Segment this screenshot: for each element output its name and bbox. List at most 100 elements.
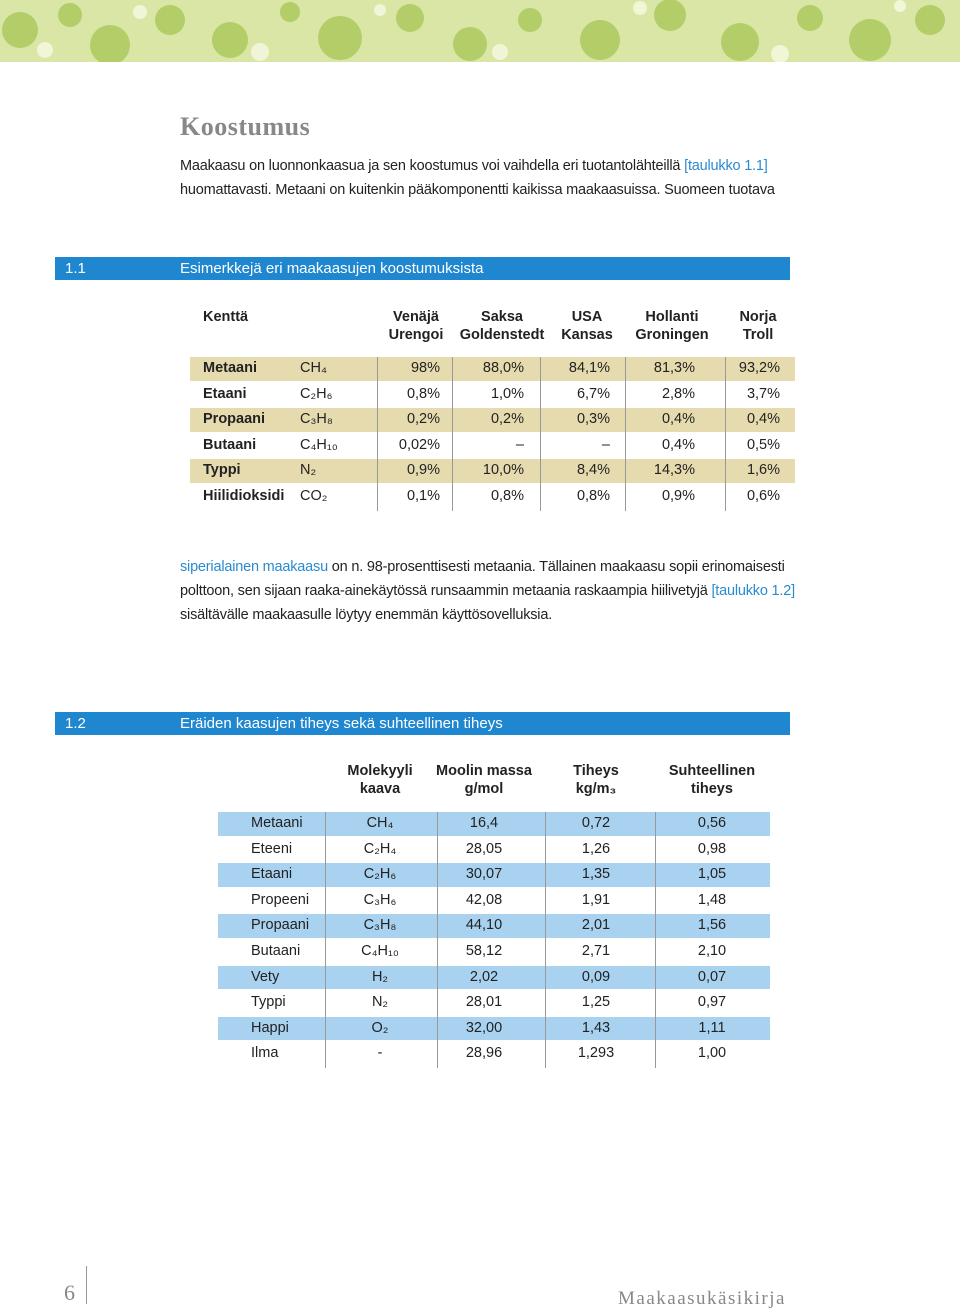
formula: C₂H₆: [300, 385, 333, 402]
row-label: Propaani: [251, 917, 310, 934]
cell: 0,8%: [576, 488, 610, 504]
column-rule: [545, 812, 546, 1068]
column-header: Norja: [739, 309, 777, 325]
column-header: Tiheys: [573, 763, 619, 779]
column-header: kaava: [359, 781, 401, 797]
column-header: USA: [571, 309, 603, 325]
link[interactable]: [taulukko 1.1]: [684, 158, 768, 174]
footer-rule: [86, 1266, 87, 1304]
cell: 0,9%: [406, 462, 440, 479]
column-rule: [377, 357, 378, 511]
cell: 1,0%: [490, 385, 524, 402]
formula: C₃H₈: [300, 411, 333, 428]
column-rule: [437, 812, 438, 1068]
cell: 0,8%: [406, 385, 440, 402]
column-rule: [655, 812, 656, 1068]
cell: C₄H₁₀: [361, 943, 399, 959]
caption-title: Eräiden kaasujen tiheys sekä suhteelline…: [180, 715, 503, 732]
cell: 98%: [410, 360, 440, 376]
cell: N₂: [371, 994, 389, 1011]
cell: 1,293: [577, 1045, 615, 1062]
cell: 93,2%: [738, 360, 780, 376]
cell: 0,4%: [746, 411, 780, 428]
row-label: Etaani: [203, 385, 247, 402]
cell: H₂: [371, 968, 389, 985]
text: Maakaasu on luonnonkaasua ja sen koostum…: [180, 158, 685, 174]
cell: 1,35: [581, 866, 611, 883]
cell: 2,01: [581, 917, 611, 934]
cell: 2,71: [581, 943, 611, 959]
formula: N₂: [300, 462, 317, 479]
cell: 2,02: [469, 968, 499, 985]
cell: 30,07: [465, 866, 503, 883]
row-label: Etaani: [251, 866, 293, 883]
cell: 1,11: [698, 1019, 726, 1036]
column-header: Suhteellinen: [668, 763, 756, 779]
row-stripe: [190, 357, 795, 381]
cell: 16,4: [469, 815, 499, 831]
row-label: Propaani: [203, 411, 266, 428]
cell: 44,10: [465, 917, 503, 934]
cell: 0,2%: [406, 411, 440, 428]
column-rule: [325, 812, 326, 1068]
cell: 0,2%: [490, 411, 524, 428]
column-header: Groningen: [635, 327, 709, 343]
cell: 0,72: [581, 815, 611, 831]
cell: C₃H₆: [363, 891, 397, 908]
formula: C₄H₁₀: [300, 436, 338, 453]
caption-number: 1.1: [65, 260, 86, 277]
cell: 8,4%: [576, 462, 610, 479]
formula: CH₄: [300, 360, 327, 376]
column-rule: [625, 357, 626, 511]
cell: 1,48: [697, 891, 727, 908]
cell: 88,0%: [482, 360, 524, 376]
column-rule: [540, 357, 541, 511]
column-header: tiheys: [691, 781, 733, 797]
cell: 28,01: [465, 994, 503, 1011]
cell: 84,1%: [568, 360, 610, 376]
text: sisältävälle maakaasulle löytyy enemmän …: [180, 607, 553, 623]
column-header: Saksa: [481, 309, 523, 325]
row-label: Happi: [251, 1019, 289, 1036]
cell: 1,25: [581, 994, 611, 1011]
row-label: Hiilidioksidi: [203, 488, 285, 504]
cell: 0,4%: [661, 411, 695, 428]
cell: 14,3%: [653, 462, 695, 479]
column-rule: [725, 357, 726, 511]
row-label: Ilma: [251, 1045, 279, 1062]
cell: 0,9%: [661, 488, 695, 504]
row-stripe: [218, 914, 770, 938]
row-stripe: [190, 408, 795, 432]
caption-number: 1.2: [65, 715, 86, 732]
banner: [0, 0, 960, 62]
cell: C₃H₈: [363, 917, 397, 934]
paragraph: Maakaasu on luonnonkaasua ja sen koostum…: [180, 154, 795, 202]
cell: –: [515, 436, 524, 453]
cell: 3,7%: [746, 385, 780, 402]
row-label: Butaani: [203, 436, 257, 453]
cell: 0,8%: [490, 488, 524, 504]
cell: 2,10: [697, 943, 727, 959]
row-label: Butaani: [251, 943, 301, 959]
row-label: Metaani: [251, 815, 303, 831]
cell: 1,43: [581, 1019, 611, 1036]
cell: CH₄: [366, 815, 394, 831]
cell: C₂H₆: [363, 866, 397, 883]
row-label: Typpi: [203, 462, 241, 479]
link[interactable]: siperialainen maakaasu: [180, 559, 328, 575]
cell: –: [601, 436, 610, 453]
row-stripe: [218, 812, 770, 836]
row-label: Propeeni: [251, 891, 310, 908]
link[interactable]: [taulukko 1.2]: [711, 583, 795, 599]
row-label: Metaani: [203, 360, 257, 376]
cell: 0,1%: [406, 488, 440, 504]
cell: 0,07: [697, 968, 727, 985]
caption-title: Esimerkkejä eri maakaasujen koostumuksis…: [180, 260, 484, 277]
cell: 10,0%: [482, 462, 524, 479]
formula: CO₂: [300, 488, 328, 504]
cell: 6,7%: [576, 385, 610, 402]
row-label: Typpi: [251, 994, 286, 1011]
cell: 0,09: [581, 968, 611, 985]
cell: 1,05: [697, 866, 727, 883]
